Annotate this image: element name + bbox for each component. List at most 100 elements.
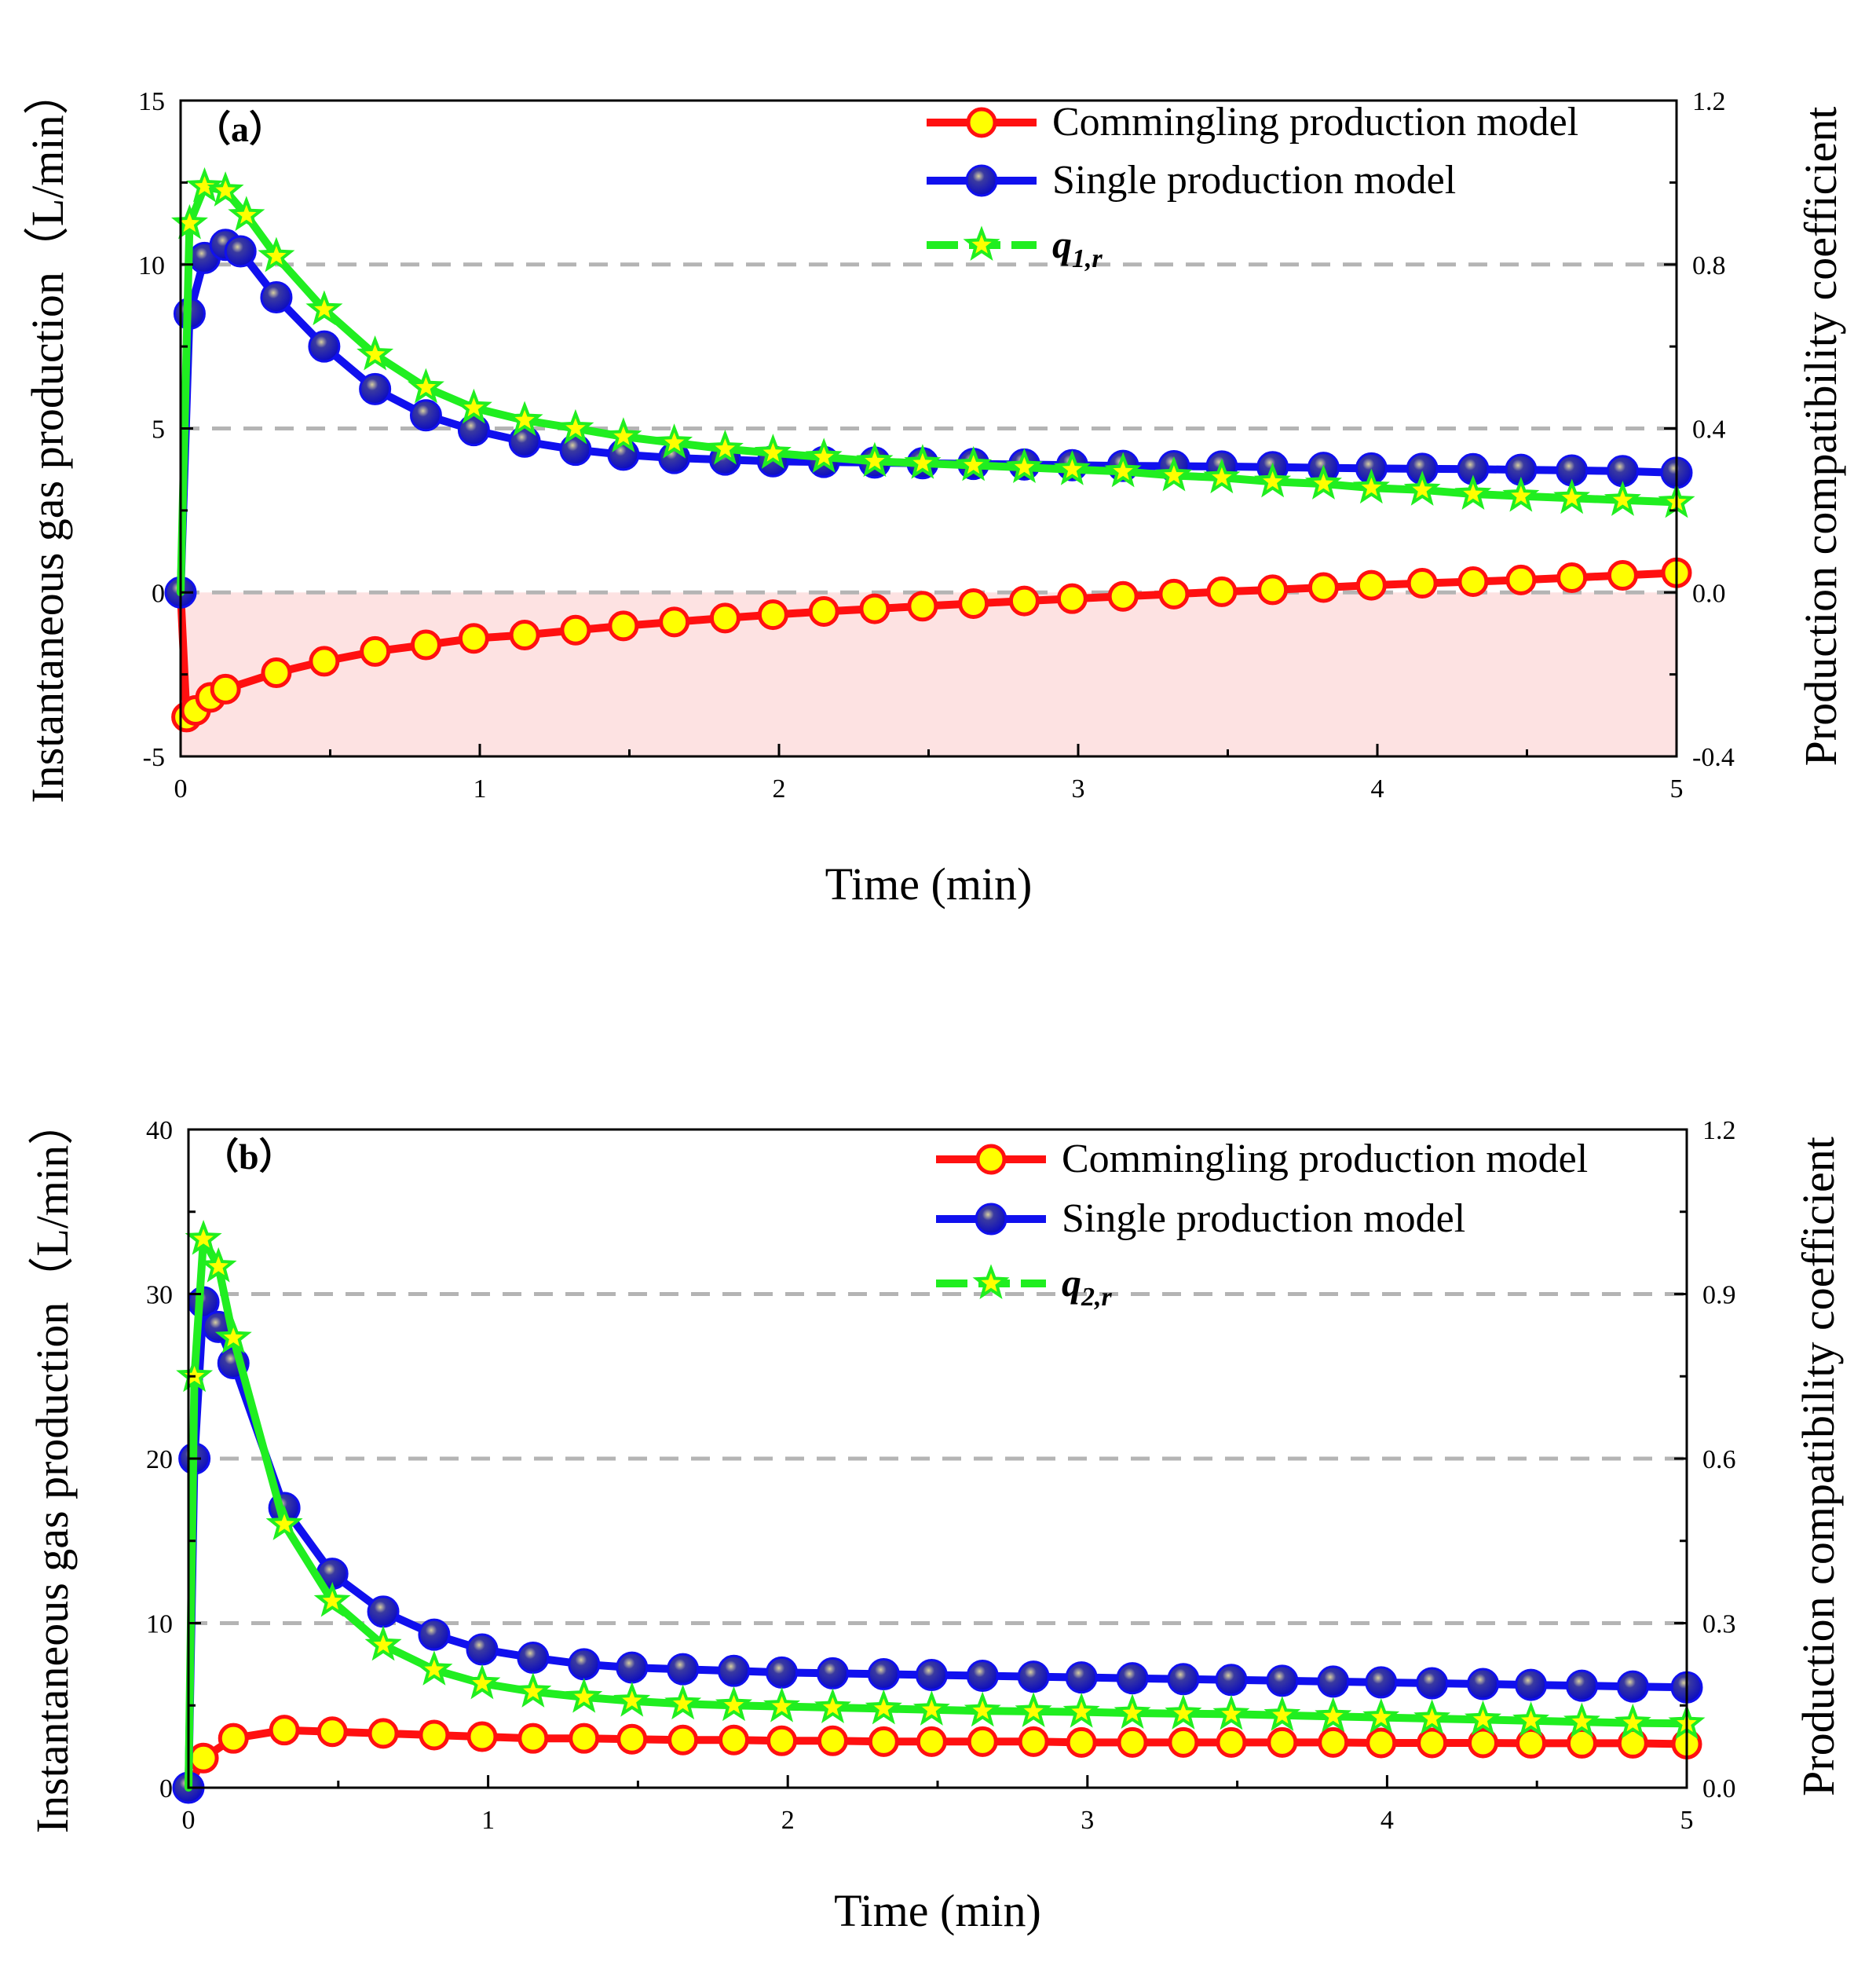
y-tick-label-left: -5 bbox=[143, 743, 165, 772]
data-point bbox=[904, 444, 942, 479]
y-tick-label-left: 5 bbox=[152, 416, 165, 445]
data-point bbox=[1104, 452, 1142, 488]
data-point bbox=[1318, 1726, 1349, 1758]
legend-symbol-q1r bbox=[927, 225, 1037, 262]
legend-label-q-main: q bbox=[1052, 222, 1072, 266]
data-point bbox=[185, 1220, 222, 1255]
data-point bbox=[1556, 562, 1588, 593]
data-point bbox=[966, 1660, 999, 1693]
data-point bbox=[508, 425, 541, 458]
data-point bbox=[261, 657, 292, 689]
data-point bbox=[1053, 450, 1091, 485]
data-point bbox=[955, 445, 993, 481]
data-point bbox=[1117, 1726, 1148, 1758]
y-tick-label-right: 1.2 bbox=[1702, 1116, 1736, 1145]
data-point bbox=[805, 438, 843, 474]
data-point bbox=[1114, 1693, 1151, 1730]
y-axis-title-left: Instantaneous gas production（L/min） bbox=[22, 69, 73, 803]
data-point bbox=[418, 1618, 451, 1651]
axis-ticks: 0 1 2 3 4 5 0 10 20 30 40 0.0 0.3 0.6 0.9 1.2 bbox=[146, 1116, 1736, 1835]
x-tick-label: 3 bbox=[1072, 774, 1085, 804]
data-point bbox=[258, 236, 295, 273]
data-point bbox=[305, 290, 343, 326]
data-point bbox=[613, 1682, 651, 1717]
data-point bbox=[856, 441, 894, 478]
data-point bbox=[569, 1723, 600, 1754]
data-point bbox=[766, 1656, 799, 1689]
x-tick-label: 5 bbox=[1680, 1806, 1694, 1835]
data-point bbox=[1315, 1697, 1352, 1733]
data-point bbox=[1614, 1703, 1651, 1739]
series-line bbox=[185, 1235, 1691, 1792]
data-point bbox=[228, 196, 265, 232]
data-point bbox=[1116, 1662, 1149, 1695]
data-point bbox=[868, 1726, 899, 1757]
panel-label: （a） bbox=[195, 109, 285, 149]
x-tick-label: 0 bbox=[182, 1806, 196, 1835]
x-tick-label: 4 bbox=[1371, 774, 1384, 804]
x-tick-label: 5 bbox=[1670, 774, 1684, 804]
data-point bbox=[719, 1724, 750, 1756]
legend-symbol-single bbox=[936, 1203, 1046, 1236]
data-point bbox=[185, 167, 224, 203]
data-point bbox=[867, 1657, 900, 1690]
y-tick-label-right: -0.4 bbox=[1692, 743, 1735, 772]
data-point bbox=[616, 1651, 649, 1684]
axis-ticks: 0 1 2 3 4 5 -5 0 5 10 15 -0.4 0.0 0.4 0.8 1.2 bbox=[138, 87, 1735, 804]
data-point bbox=[458, 623, 489, 654]
data-point bbox=[964, 1691, 1001, 1727]
x-tick-label: 1 bbox=[481, 1806, 495, 1835]
legend-marker bbox=[963, 225, 1000, 262]
data-point bbox=[1505, 564, 1537, 595]
legend-label-q-main: q bbox=[1062, 1261, 1081, 1305]
data-point bbox=[457, 414, 490, 447]
legend-label-commingling: Commingling production model bbox=[1062, 1137, 1588, 1181]
data-point bbox=[1304, 464, 1342, 500]
y-tick-label-right: 0.4 bbox=[1692, 416, 1726, 445]
data-point bbox=[214, 1318, 252, 1354]
data-point bbox=[1215, 1664, 1248, 1697]
data-point bbox=[1203, 458, 1241, 494]
data-point bbox=[967, 1726, 998, 1757]
data-point bbox=[709, 602, 741, 634]
data-point bbox=[308, 330, 341, 363]
data-point bbox=[568, 1648, 601, 1681]
data-point bbox=[1307, 572, 1339, 603]
data-point bbox=[1005, 448, 1043, 483]
legend-symbol-q2r bbox=[936, 1264, 1046, 1300]
y-tick-label-left: 15 bbox=[138, 87, 165, 116]
data-point bbox=[269, 1715, 300, 1746]
y-tick-label-left: 0 bbox=[152, 579, 165, 608]
y-tick-label-left: 40 bbox=[146, 1116, 173, 1145]
data-point bbox=[1464, 1700, 1502, 1736]
data-point bbox=[455, 388, 492, 424]
data-point bbox=[915, 1658, 948, 1691]
data-point bbox=[210, 673, 241, 705]
data-point bbox=[1254, 462, 1292, 498]
data-point bbox=[409, 399, 442, 432]
data-point bbox=[1158, 578, 1190, 610]
y-tick-label-left: 30 bbox=[146, 1281, 173, 1310]
legend-label-single: Single production model bbox=[1062, 1196, 1465, 1241]
data-point bbox=[763, 1686, 801, 1723]
data-point bbox=[218, 1723, 249, 1754]
y-tick-label-left: 10 bbox=[138, 251, 165, 280]
data-point bbox=[1056, 583, 1088, 614]
legend-label-q-sub: 1,r bbox=[1072, 244, 1103, 273]
data-point bbox=[608, 610, 639, 642]
data-point bbox=[309, 646, 340, 677]
data-point bbox=[1015, 1692, 1052, 1727]
data-point bbox=[1216, 1726, 1247, 1758]
x-tick-label: 3 bbox=[1081, 1806, 1094, 1835]
legend-marker bbox=[965, 164, 998, 197]
panel-b-chart: 0 1 2 3 4 5 0 10 20 30 40 0.0 0.3 0.6 0.9 1.2 （b） Time … bbox=[27, 1100, 1844, 1936]
data-point bbox=[1017, 1660, 1050, 1693]
x-tick-label: 0 bbox=[174, 774, 188, 804]
data-point bbox=[865, 1689, 902, 1725]
y-axis-title-left: Instantaneous gas production（L/min） bbox=[27, 1100, 78, 1833]
legend-marker bbox=[975, 1144, 1007, 1175]
data-point bbox=[357, 335, 394, 371]
y-tick-label-left: 10 bbox=[146, 1610, 173, 1639]
data-point bbox=[1468, 1727, 1499, 1759]
data-point bbox=[1212, 1694, 1250, 1730]
